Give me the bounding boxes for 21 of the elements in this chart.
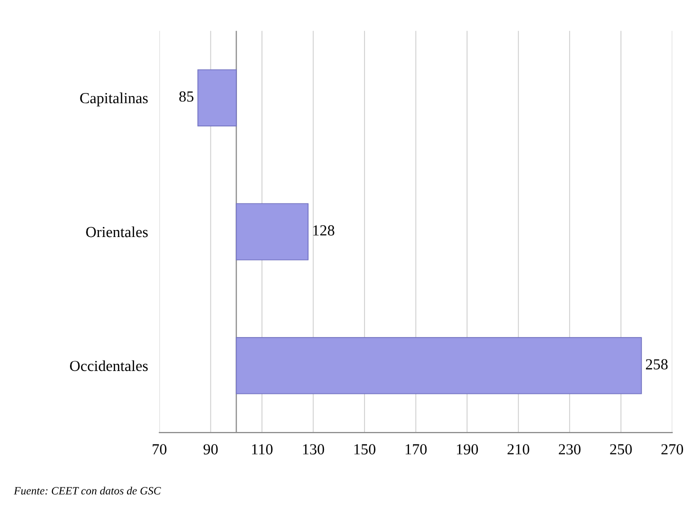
x-tick-label: 250 [610,444,632,454]
y-tick-label: Orientales [86,226,148,238]
y-tick-label: Occidentales [70,360,148,372]
x-tick-label: 110 [252,444,273,454]
x-tick-label: 170 [406,444,427,454]
x-tick-label: 270 [661,444,684,454]
x-tick-label: 230 [558,444,581,454]
x-tick-label: 150 [354,444,376,454]
bar [236,203,309,260]
bar [197,69,237,126]
data-label: 128 [313,225,334,236]
source-note: Fuente: CEET con datos de GSC [14,486,161,495]
data-label: 258 [646,359,668,370]
x-tick-label: 210 [508,444,530,454]
bar [236,337,642,394]
x-tick-label: 190 [456,444,478,454]
x-tick-label: 130 [303,444,324,454]
x-tick-label: 90 [204,444,218,454]
data-label: 85 [179,91,194,102]
x-tick-label: 70 [152,444,166,454]
y-tick-label: Capitalinas [80,92,148,106]
